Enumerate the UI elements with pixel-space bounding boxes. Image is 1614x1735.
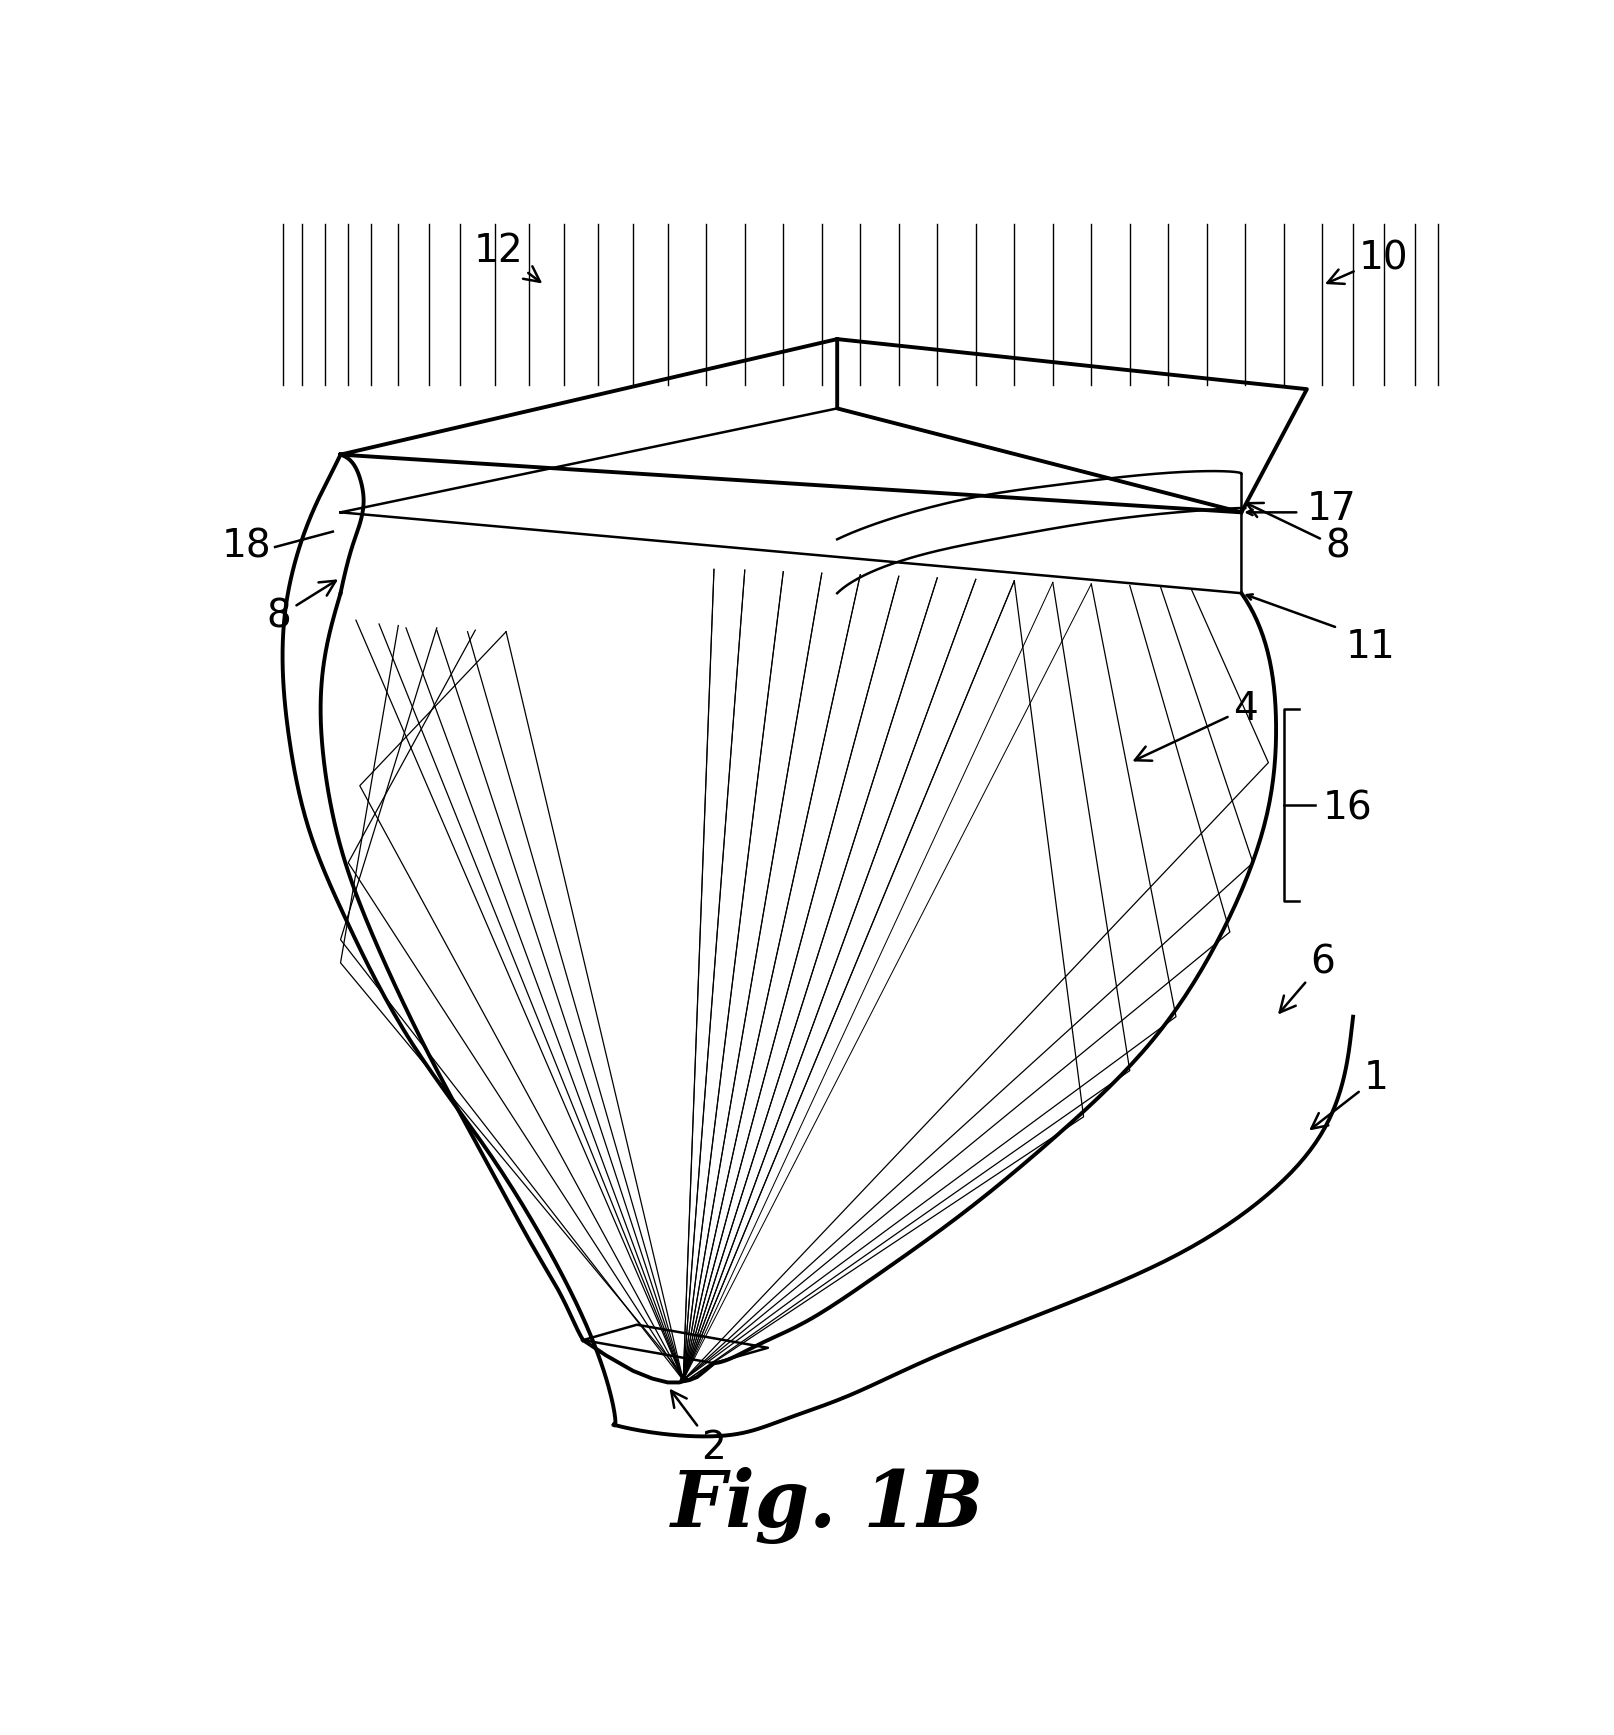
Text: 11: 11 [1346,628,1394,666]
Text: 16: 16 [1322,789,1372,828]
Text: 4: 4 [1135,691,1257,760]
Text: 17: 17 [1307,489,1357,527]
Text: 1: 1 [1311,1060,1388,1129]
Text: 10: 10 [1327,239,1409,285]
Text: 8: 8 [266,581,336,635]
Text: Fig. 1B: Fig. 1B [670,1468,985,1544]
Text: 18: 18 [221,527,271,566]
Text: 6: 6 [1280,944,1335,1013]
Text: 8: 8 [1246,503,1349,566]
Text: 2: 2 [671,1391,726,1466]
Text: 12: 12 [473,231,541,281]
